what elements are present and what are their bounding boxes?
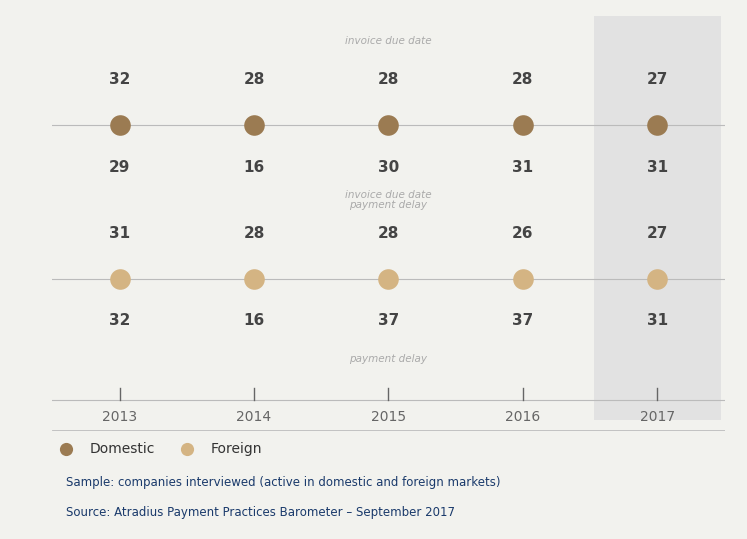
Text: 28: 28 (244, 225, 264, 240)
Text: 30: 30 (378, 160, 399, 175)
Text: invoice due date: invoice due date (345, 190, 432, 200)
Text: Foreign: Foreign (211, 442, 261, 456)
Point (114, 275, 125, 284)
Text: payment delay: payment delay (350, 200, 427, 210)
Point (382, 121, 394, 129)
Text: 31: 31 (109, 225, 130, 240)
Text: 27: 27 (647, 72, 668, 87)
Text: invoice due date: invoice due date (345, 37, 432, 46)
Text: 2017: 2017 (639, 410, 675, 424)
Point (248, 121, 260, 129)
Point (651, 275, 663, 284)
Text: 32: 32 (109, 72, 130, 87)
Text: 2014: 2014 (236, 410, 272, 424)
Text: Sample: companies interviewed (active in domestic and foreign markets): Sample: companies interviewed (active in… (66, 475, 500, 488)
Text: 28: 28 (378, 225, 399, 240)
Point (517, 121, 529, 129)
Text: 2016: 2016 (505, 410, 541, 424)
Text: 28: 28 (244, 72, 264, 87)
Text: 16: 16 (244, 160, 264, 175)
Text: 28: 28 (512, 72, 533, 87)
Text: 37: 37 (378, 313, 399, 328)
Text: 16: 16 (244, 313, 264, 328)
Text: 31: 31 (647, 313, 668, 328)
Text: Source: Atradius Payment Practices Barometer – September 2017: Source: Atradius Payment Practices Barom… (66, 507, 455, 520)
Point (517, 275, 529, 284)
Point (248, 275, 260, 284)
Point (60, 445, 72, 453)
Text: 29: 29 (109, 160, 130, 175)
Text: 37: 37 (512, 313, 533, 328)
Text: 31: 31 (647, 160, 668, 175)
Text: 31: 31 (512, 160, 533, 175)
FancyBboxPatch shape (594, 16, 721, 420)
Text: 27: 27 (647, 225, 668, 240)
Text: 2015: 2015 (371, 410, 406, 424)
Text: Domestic: Domestic (90, 442, 155, 456)
Text: 32: 32 (109, 313, 130, 328)
Text: 26: 26 (512, 225, 533, 240)
Point (651, 121, 663, 129)
Text: payment delay: payment delay (350, 354, 427, 364)
Text: 2013: 2013 (102, 410, 137, 424)
Text: 28: 28 (378, 72, 399, 87)
Point (114, 121, 125, 129)
Point (382, 275, 394, 284)
Point (181, 445, 193, 453)
